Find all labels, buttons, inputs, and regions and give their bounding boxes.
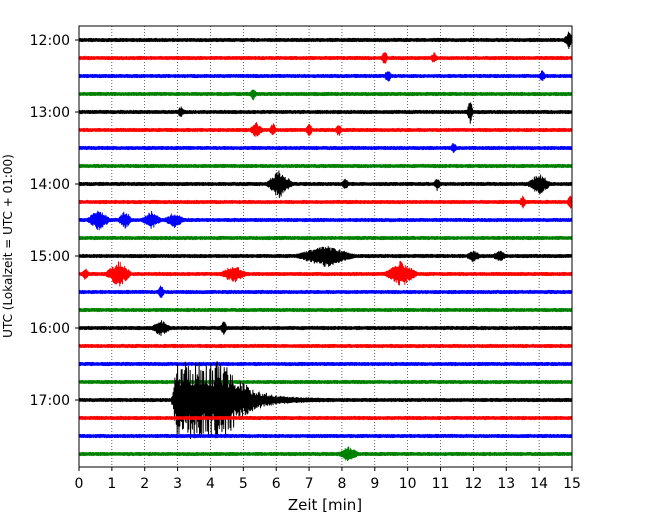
x-tick-label-12: 12 bbox=[464, 476, 482, 492]
trace-1545 bbox=[78, 307, 573, 313]
trace-1530 bbox=[78, 285, 573, 298]
trace-1445 bbox=[78, 235, 573, 241]
x-tick-label-1: 1 bbox=[107, 476, 116, 492]
x-tick-label-5: 5 bbox=[239, 476, 248, 492]
trace-1345 bbox=[78, 163, 573, 169]
trace-1315 bbox=[78, 122, 573, 137]
trace-1745 bbox=[78, 446, 573, 462]
y-tick-label-1300: 13:00 bbox=[30, 105, 70, 121]
x-axis-label: Zeit [min] bbox=[288, 496, 362, 514]
y-tick-label-1700: 17:00 bbox=[30, 393, 70, 409]
trace-1600 bbox=[78, 320, 573, 337]
x-tick-label-4: 4 bbox=[206, 476, 215, 492]
trace-1230 bbox=[78, 70, 573, 82]
x-tick-label-0: 0 bbox=[75, 476, 84, 492]
trace-1400 bbox=[78, 170, 573, 199]
trace-1645 bbox=[78, 379, 573, 385]
y-tick-label-1500: 15:00 bbox=[30, 249, 70, 265]
y-tick-label-1200: 12:00 bbox=[30, 33, 70, 49]
trace-1330 bbox=[78, 142, 573, 153]
x-tick-label-10: 10 bbox=[399, 476, 417, 492]
y-axis: 12:00 13:00 14:00 15:00 16:00 17:00 bbox=[30, 33, 79, 409]
x-tick-label-3: 3 bbox=[173, 476, 182, 492]
x-tick-label-14: 14 bbox=[530, 476, 548, 492]
trace-1730 bbox=[78, 433, 573, 439]
plot-frame bbox=[78, 25, 573, 468]
x-tick-label-9: 9 bbox=[370, 476, 379, 492]
x-tick-label-11: 11 bbox=[432, 476, 450, 492]
x-tick-label-15: 15 bbox=[563, 476, 581, 492]
y-tick-label-1600: 16:00 bbox=[30, 321, 70, 337]
trace-layer bbox=[78, 31, 573, 462]
x-tick-label-2: 2 bbox=[140, 476, 149, 492]
trace-1615 bbox=[78, 343, 573, 349]
x-tick-label-7: 7 bbox=[305, 476, 314, 492]
trace-1300 bbox=[78, 102, 573, 124]
x-axis: 0 1 2 3 4 5 6 7 8 9 10 11 12 13 14 15 bbox=[75, 467, 581, 492]
trace-1515 bbox=[78, 260, 573, 287]
trace-1715 bbox=[78, 415, 573, 421]
y-tick-label-1400: 14:00 bbox=[30, 177, 70, 193]
trace-1245 bbox=[78, 89, 573, 101]
trace-1215 bbox=[78, 52, 573, 64]
trace-1630 bbox=[78, 361, 573, 367]
x-tick-label-13: 13 bbox=[497, 476, 515, 492]
y-axis-label: UTC (Lokalzeit = UTC + 01:00) bbox=[1, 154, 15, 338]
trace-1200 bbox=[78, 31, 573, 50]
trace-1500 bbox=[78, 245, 573, 267]
trace-1700 bbox=[78, 361, 573, 440]
x-tick-label-6: 6 bbox=[272, 476, 281, 492]
trace-1415 bbox=[78, 195, 573, 209]
trace-1430 bbox=[78, 210, 573, 231]
x-tick-label-8: 8 bbox=[337, 476, 346, 492]
